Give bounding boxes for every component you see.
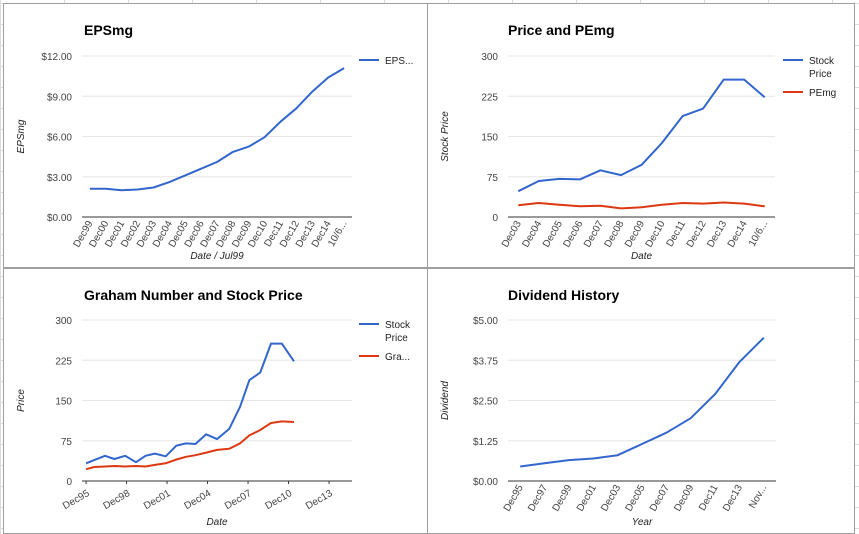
price_pe-series-line-0: [517, 78, 766, 193]
price_pe-x-tick-label: Dec10: [644, 219, 668, 250]
eps-svg: EPSmg$0.00$3.00$6.00$9.00$12.00Dec99Dec0…: [16, 22, 413, 262]
graham-x-tick-label: Dec04: [183, 488, 214, 512]
graham-series-line-0: [85, 342, 295, 465]
price_pe-y-tick-label: 225: [481, 92, 498, 103]
dividend-svg: Dividend History $0.00 $1.25 $2.50 $3.75 $5.0…: [440, 287, 776, 528]
eps-y-tick-label: $9.00: [47, 92, 72, 103]
dividend-x-tick-label: Dec95: [502, 483, 526, 514]
eps-y-tick-label: $3.00: [47, 173, 72, 184]
dividend-series-line-0: [520, 336, 765, 468]
price_pe-series-line-1: [518, 201, 765, 210]
price_pe-legend-label: PEmg: [809, 88, 836, 99]
dividend-x-tick-label: Dec13: [721, 483, 745, 514]
dividend-x-tick-label: Dec09: [672, 483, 696, 514]
graham-x-tick-label: Dec10: [264, 488, 295, 512]
eps-y-tick-label: $6.00: [47, 133, 72, 144]
graham-series-line-1: [85, 420, 295, 471]
dividend-y-tick-label: $2.50: [473, 397, 498, 408]
graham-legend-label: Gra...: [385, 352, 410, 363]
dividend-x-tick-label: Dec07: [648, 483, 672, 514]
price_pe-y-axis-title: Stock Price: [440, 111, 451, 162]
price_pe-y-tick-label: 300: [481, 52, 498, 63]
dividend-x-tick-label: Dec97: [526, 483, 550, 514]
chart-panel-eps[interactable]: EPSmg $0.00 $3.00 $6.00 $9.00 $12.00 Dec99 Dec0…: [3, 3, 428, 268]
graham-y-axis-title: Price: [16, 389, 27, 412]
graham-x-tick-label: Dec07: [223, 488, 254, 512]
price_pe-legend-label: Price: [809, 69, 832, 80]
dividend-x-tick-label: Nov...: [747, 483, 769, 510]
graham-y-tick-label: 300: [55, 316, 72, 327]
dividend-y-tick-label: $3.75: [473, 356, 498, 367]
graham-y-tick-label: 225: [55, 356, 72, 367]
dividend-x-tick-label: Dec01: [575, 483, 599, 514]
graham-legend-label: Price: [385, 333, 408, 344]
chart-panel-price-pe[interactable]: Price and PEmg 0 75 150 225 300 Dec03 Dec04 Dec0…: [427, 3, 855, 268]
dividend-x-tick-label: Dec03: [599, 483, 623, 514]
dividend-y-tick-label: $5.00: [473, 316, 498, 327]
chart-panel-dividend[interactable]: Dividend History $0.00 $1.25 $2.50 $3.75 $5.0…: [427, 268, 855, 534]
price_pe-y-tick-label: 150: [481, 133, 498, 144]
dividend-y-axis-title: Dividend: [440, 381, 451, 420]
graham-y-tick-label: 75: [61, 437, 73, 448]
eps-legend-label: EPS...: [385, 56, 413, 67]
price_pe-svg: Price and PEmg075150225300Dec03Dec04Dec0…: [440, 22, 836, 262]
dividend-x-tick-label: Dec11: [697, 483, 721, 513]
graham-y-tick-label: 150: [55, 397, 72, 408]
price_pe-x-axis-title: Date: [631, 251, 653, 262]
eps-series-line-0: [89, 67, 345, 192]
eps-x-axis-title: Date / Jul99: [190, 251, 244, 262]
graham-x-tick-label: Dec13: [304, 488, 335, 512]
graham-legend-label: Stock: [385, 320, 411, 331]
price_pe-legend-label: Stock: [809, 56, 835, 67]
price_pe-x-tick-label: 10/6...: [747, 219, 770, 249]
chart-panel-graham[interactable]: Graham Number and Stock Price 0 75 150 225 30…: [3, 268, 428, 534]
graham-x-tick-label: Dec95: [61, 488, 92, 512]
price_pe-title: Price and PEmg: [508, 22, 615, 38]
dividend-y-tick-label: $1.25: [473, 437, 498, 448]
dividend-y-tick-label: $0.00: [473, 477, 498, 488]
graham-x-tick-label: Dec98: [102, 488, 133, 512]
price_pe-x-tick-label: Dec14: [726, 219, 750, 250]
price_pe-y-tick-label: 0: [492, 213, 498, 224]
eps-title: EPSmg: [84, 22, 133, 38]
graham-x-tick-label: Dec01: [142, 488, 173, 512]
eps-y-tick-label: $12.00: [41, 52, 72, 63]
dividend-x-axis-title: Year: [632, 517, 653, 528]
dividend-x-tick-label: Dec99: [551, 483, 575, 514]
graham-y-tick-label: 0: [66, 477, 72, 488]
eps-y-tick-label: $0.00: [47, 213, 72, 224]
graham-svg: Graham Number and Stock Price 0 75 150 225 30…: [16, 287, 411, 528]
graham-x-axis-title: Date: [206, 517, 228, 528]
dividend-x-tick-label: Dec05: [624, 483, 648, 514]
eps-y-axis-title: EPSmg: [16, 119, 27, 153]
dividend-title: Dividend History: [508, 287, 619, 303]
price_pe-y-tick-label: 75: [487, 173, 499, 184]
graham-title: Graham Number and Stock Price: [84, 287, 303, 303]
